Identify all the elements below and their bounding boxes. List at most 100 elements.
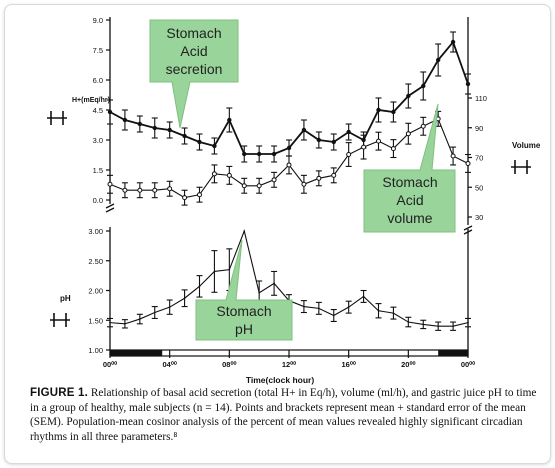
acid-secretion-point xyxy=(167,127,172,133)
right-tick-label: 50 xyxy=(475,183,483,192)
acid-secretion-point xyxy=(122,117,128,123)
h-bracket-icon xyxy=(47,111,67,125)
gastric-ph-point xyxy=(437,325,439,328)
x-tick-label: 16⁰⁰ xyxy=(341,360,356,369)
acid-volume-point xyxy=(167,186,173,192)
gastric-ph-point xyxy=(139,318,141,320)
acid-volume-point xyxy=(376,138,381,144)
acid-secretion-point xyxy=(212,143,217,149)
acid-secretion-point xyxy=(271,151,277,157)
gastric-ph-point xyxy=(168,306,171,308)
acid-secretion-point xyxy=(346,129,351,135)
right-tick-label: 110 xyxy=(475,94,487,103)
acid-volume-point xyxy=(361,144,367,150)
h-bracket-icon xyxy=(50,313,70,327)
series-layer xyxy=(107,31,471,331)
acid-secretion-point xyxy=(227,117,232,123)
gastric-ph-point xyxy=(303,305,305,308)
callout-ph: Stomach pH xyxy=(195,239,293,341)
left-tick-label: 1.5 xyxy=(93,166,103,175)
left-axis-label: H+(mEq/hr) xyxy=(72,97,110,104)
acid-volume-point xyxy=(346,152,352,158)
left-tick-label: 9.0 xyxy=(93,16,103,25)
acid-volume-point xyxy=(316,175,322,181)
ph-tick-label: 1.00 xyxy=(88,346,103,355)
acid-secretion-point xyxy=(107,109,113,115)
acid-volume-point xyxy=(450,153,456,159)
right-tick-label: 90 xyxy=(475,124,483,133)
acid-secretion-point xyxy=(316,137,322,143)
acid-secretion-point xyxy=(242,151,247,157)
ph-tick-label: 1.50 xyxy=(88,316,103,325)
acid-volume-point xyxy=(226,172,232,178)
gastric-ph-point xyxy=(258,292,260,294)
left-tick-label: 6.0 xyxy=(93,76,103,85)
acid-volume-point xyxy=(405,131,411,137)
acid-secretion-point xyxy=(376,107,381,113)
acid-volume-point xyxy=(241,183,247,189)
acid-volume-point xyxy=(137,187,143,193)
x-tick-label: 12⁰⁰ xyxy=(282,360,297,369)
night-bar-icon xyxy=(110,350,163,356)
acid-volume-point xyxy=(465,160,471,166)
callout-line: Acid xyxy=(396,192,423,208)
gastric-ph-point xyxy=(422,323,425,326)
ph-tick-label: 2.00 xyxy=(88,287,103,296)
acid-volume-point xyxy=(331,172,337,178)
left-tick-label: 0.0 xyxy=(93,196,103,205)
night-bar-icon xyxy=(438,350,468,356)
gastric-ph-point xyxy=(213,270,216,273)
acid-secretion-point xyxy=(286,145,292,151)
x-tick-label: 04⁰⁰ xyxy=(162,360,177,369)
figure-caption: FIGURE 1. Relationship of basal acid sec… xyxy=(30,386,545,444)
left-tick-label: 7.5 xyxy=(93,46,103,55)
acid-volume-point xyxy=(286,162,292,168)
gastric-ph-point xyxy=(452,325,454,328)
gastric-ph-point xyxy=(318,307,320,310)
acid-secretion-point xyxy=(391,109,396,115)
acid-volume-point xyxy=(420,123,426,129)
gastric-ph-point xyxy=(228,268,231,271)
gastric-ph-point xyxy=(392,312,395,314)
callout-line: Acid xyxy=(180,43,207,59)
gastric-ph-point xyxy=(467,321,469,324)
acid-volume-point xyxy=(271,177,277,183)
acid-secretion-point xyxy=(152,125,157,131)
acid-secretion-point xyxy=(331,139,336,145)
gastric-ph-point xyxy=(347,306,350,308)
acid-volume-point xyxy=(390,146,396,152)
caption-label: FIGURE 1. xyxy=(30,387,89,399)
gastric-ph-point xyxy=(183,297,186,300)
gastric-ph-point xyxy=(153,311,156,314)
gastric-ph-point xyxy=(377,309,380,312)
acid-secretion-point xyxy=(465,81,471,87)
caption-text: Relationship of basal acid secretion (to… xyxy=(30,387,537,443)
acid-volume-point xyxy=(211,171,217,177)
acid-volume-point xyxy=(122,187,128,193)
slide-frame xyxy=(4,4,551,464)
acid-secretion-point xyxy=(301,127,307,133)
acid-volume-point xyxy=(152,187,158,193)
acid-secretion-point xyxy=(197,139,202,145)
gastric-ph-point xyxy=(243,230,246,232)
gastric-ph-point xyxy=(332,314,335,317)
ph-tick-label: 3.00 xyxy=(88,227,103,236)
callout-secretion: Stomach Acid secretion xyxy=(149,19,239,129)
left-tick-label: 3.0 xyxy=(93,136,103,145)
gastric-ph-point xyxy=(109,321,111,324)
acid-secretion-point xyxy=(435,57,441,63)
acid-volume-point xyxy=(182,195,188,201)
gastric-ph-point xyxy=(198,285,201,288)
callout-line: Stomach xyxy=(382,174,437,190)
callout-line: secretion xyxy=(166,61,223,77)
callout-line: volume xyxy=(387,210,432,226)
acid-secretion-point xyxy=(450,39,456,45)
left-tick-label: 4.5 xyxy=(93,106,103,115)
right-axis-label: Volume xyxy=(512,141,541,150)
callout-volume: Stomach Acid volume xyxy=(363,103,456,233)
right-tick-label: 30 xyxy=(475,213,483,222)
acid-volume-point xyxy=(197,192,202,198)
acid-secretion-point xyxy=(406,93,411,99)
axis-break-mark xyxy=(105,203,115,213)
x-tick-label: 00⁰⁰ xyxy=(103,360,118,369)
